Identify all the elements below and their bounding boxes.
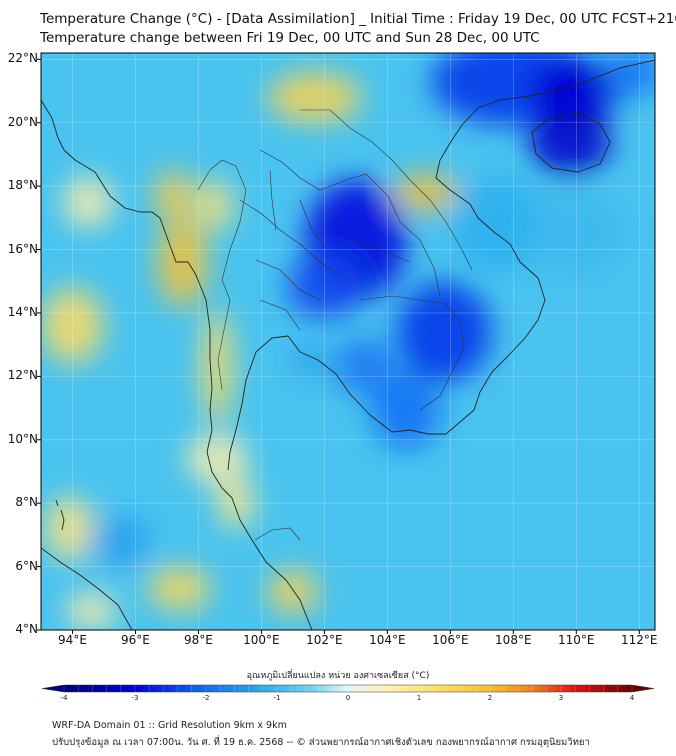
anomaly-blob xyxy=(185,433,249,485)
colorbar-tick-label: 2 xyxy=(487,694,493,702)
anomaly-blob xyxy=(371,373,441,450)
graticule xyxy=(41,53,655,630)
anomaly-blob xyxy=(148,566,212,611)
lon-tick-label: 104°E xyxy=(369,633,406,647)
anomaly-blob xyxy=(41,287,104,364)
colorbar-tick-label: -4 xyxy=(60,694,68,702)
anomaly-blob xyxy=(88,515,152,567)
lon-tick-label: 94°E xyxy=(58,633,87,647)
anomaly-blob xyxy=(333,338,397,396)
lat-tick-label: 18°N xyxy=(7,178,38,193)
lon-tick-label: 106°E xyxy=(432,633,469,647)
colorbar-tick-label: -3 xyxy=(131,694,139,702)
lon-tick-label: 108°E xyxy=(495,633,532,647)
coastline-hainan xyxy=(531,113,611,173)
colorbar-tick-label: -1 xyxy=(273,694,281,702)
colorbar-bar xyxy=(41,684,655,693)
lat-tick-label: 8°N xyxy=(15,495,38,510)
boundary-malaysia-thailand xyxy=(254,527,301,541)
boundary-cambodia xyxy=(359,295,465,411)
anomaly-blob xyxy=(154,170,193,222)
chart-subtitle: Temperature change between Fri 19 Dec, 0… xyxy=(40,30,540,46)
anomaly-blob xyxy=(393,173,457,212)
colorbar-tick-label: 4 xyxy=(629,694,635,702)
coastline-myanmar-thailand-malay xyxy=(41,99,313,630)
colorbar-title: อุณหภูมิเปลี่ยนแปลง หน่วย องศาเซลเซียส (… xyxy=(246,671,430,681)
lat-tick-label: 16°N xyxy=(7,241,38,256)
lon-tick-label: 100°E xyxy=(243,633,280,647)
admin-boundaries xyxy=(197,109,473,541)
coastline-sumatra xyxy=(41,547,133,630)
internal-provinces xyxy=(239,169,411,331)
lat-tick-label: 4°N xyxy=(15,622,38,636)
anomaly-blob xyxy=(217,477,256,529)
lon-tick-label: 110°E xyxy=(558,633,595,647)
lon-tick-label: 98°E xyxy=(183,633,213,647)
lat-tick-label: 12°N xyxy=(7,368,38,383)
coastline-andaman-islands xyxy=(55,499,65,531)
boundary-laos-thailand xyxy=(259,149,441,297)
lon-tick-label: 102°E xyxy=(306,633,343,647)
anomaly-blob xyxy=(66,591,117,630)
map-frame xyxy=(40,52,656,631)
axis-ticks xyxy=(37,58,640,634)
colorbar-tick-label: 0 xyxy=(345,694,351,702)
anomaly-blob xyxy=(286,255,363,320)
colorbar xyxy=(41,684,655,693)
anomaly-blob xyxy=(195,179,234,231)
colorbar-tick-label: 1 xyxy=(416,694,422,702)
anomaly-blob xyxy=(525,189,627,279)
colorbar-tick-label: -2 xyxy=(202,694,210,702)
coastlines xyxy=(41,59,655,630)
lat-tick-label: 22°N xyxy=(7,51,38,66)
chart-title: Temperature Change (°C) - [Data Assimila… xyxy=(40,11,676,27)
anomaly-blob xyxy=(289,344,328,377)
anomaly-blob xyxy=(267,72,363,123)
lat-tick-label: 6°N xyxy=(15,558,38,573)
colorbar-tick-label: 3 xyxy=(558,694,564,702)
lat-tick-label: 14°N xyxy=(7,304,38,319)
lat-tick-label: 20°N xyxy=(7,114,38,129)
boundary-laos-vietnam xyxy=(300,109,473,271)
lat-tick-label: 10°N xyxy=(7,431,38,446)
anomaly-blob xyxy=(63,176,114,228)
temperature-field xyxy=(41,53,655,630)
anomaly-blob xyxy=(201,309,234,424)
anomaly-blob xyxy=(450,176,545,272)
lon-tick-label: 96°E xyxy=(121,633,150,647)
footer-model-info: WRF-DA Domain 01 :: Grid Resolution 9km … xyxy=(52,720,287,731)
colorbar-divisions xyxy=(63,685,633,692)
anomaly-blob xyxy=(44,496,95,561)
lon-tick-label: 112°E xyxy=(621,633,658,647)
anomaly-blob xyxy=(529,106,611,177)
boundary-myanmar-thailand xyxy=(197,159,247,391)
footer-update-info: ปรับปรุงข้อมูล ณ เวลา 07:00น. วัน ศ. ที่… xyxy=(52,737,590,748)
anomaly-blob xyxy=(267,569,319,615)
anomaly-blob xyxy=(532,59,621,123)
coastline-gulf-of-thailand xyxy=(227,59,655,471)
anomaly-blob xyxy=(396,281,492,383)
